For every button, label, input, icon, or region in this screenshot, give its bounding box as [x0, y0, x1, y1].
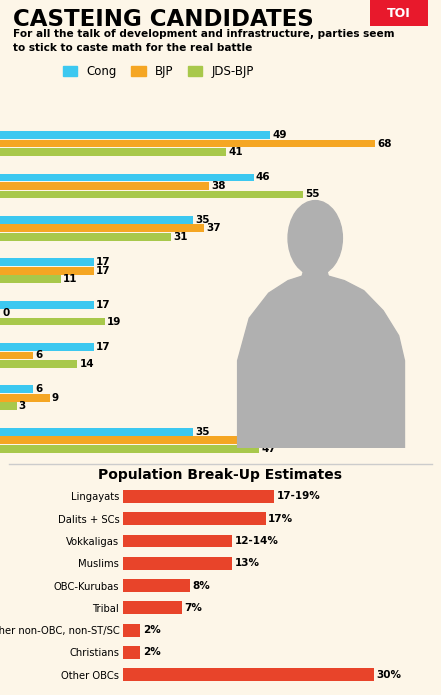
Bar — [123, 490, 274, 503]
Bar — [0, 360, 77, 368]
Text: 17: 17 — [96, 265, 111, 276]
Bar — [0, 386, 33, 393]
Bar — [0, 131, 270, 139]
Bar — [0, 233, 171, 240]
Text: 17%: 17% — [268, 514, 293, 523]
Bar — [0, 301, 94, 309]
Bar — [0, 318, 105, 325]
Ellipse shape — [288, 201, 342, 276]
Text: 12-14%: 12-14% — [235, 536, 278, 546]
Text: 6: 6 — [35, 384, 42, 394]
Bar — [123, 623, 140, 637]
Text: 2%: 2% — [143, 625, 161, 635]
Bar — [0, 148, 226, 156]
Bar — [0, 343, 94, 351]
Text: 7%: 7% — [184, 603, 202, 613]
Text: 31: 31 — [173, 232, 187, 242]
Bar — [0, 224, 204, 232]
Text: 17: 17 — [96, 342, 111, 352]
Text: TOI: TOI — [387, 7, 411, 19]
Text: 17: 17 — [96, 257, 111, 268]
Bar — [0, 428, 193, 436]
Text: 11: 11 — [63, 275, 77, 284]
Bar — [0, 259, 94, 266]
Bar — [0, 445, 259, 452]
Bar — [0, 267, 94, 275]
Bar — [123, 668, 374, 681]
Polygon shape — [238, 276, 404, 448]
Bar — [0, 394, 50, 402]
Text: 38: 38 — [212, 181, 226, 191]
Bar — [0, 182, 209, 190]
Text: 35: 35 — [195, 215, 209, 225]
Text: 17-19%: 17-19% — [277, 491, 320, 501]
Bar — [0, 190, 303, 198]
Text: 6: 6 — [35, 350, 42, 361]
Text: 37: 37 — [206, 223, 221, 234]
Bar — [123, 557, 232, 570]
Text: 3: 3 — [19, 401, 26, 411]
Text: 30%: 30% — [377, 670, 402, 680]
Bar — [123, 601, 182, 614]
Text: 46: 46 — [256, 172, 270, 183]
Text: 9: 9 — [52, 393, 59, 403]
Text: 19: 19 — [107, 316, 121, 327]
Text: 2%: 2% — [143, 648, 161, 657]
Text: CASTEING CANDIDATES: CASTEING CANDIDATES — [13, 8, 314, 31]
Legend: Cong, BJP, JDS-BJP: Cong, BJP, JDS-BJP — [63, 65, 254, 78]
Text: 47: 47 — [261, 443, 276, 454]
Polygon shape — [302, 263, 329, 278]
Text: 68: 68 — [377, 138, 392, 149]
Text: 8%: 8% — [193, 580, 211, 591]
Bar — [0, 402, 17, 410]
Text: For all the talk of development and infrastructure, parties seem
to stick to cas: For all the talk of development and infr… — [13, 29, 395, 53]
Bar — [0, 275, 61, 283]
Bar — [123, 512, 265, 525]
Text: 35: 35 — [195, 427, 209, 436]
Text: 17: 17 — [96, 300, 111, 309]
Text: 49: 49 — [273, 435, 287, 445]
Bar — [0, 436, 270, 444]
Bar — [0, 140, 375, 147]
Bar — [0, 352, 33, 359]
Text: Population Break-Up Estimates: Population Break-Up Estimates — [98, 468, 343, 482]
Bar — [0, 174, 254, 181]
Bar — [123, 534, 232, 548]
Bar — [0, 216, 193, 224]
Text: 41: 41 — [228, 147, 243, 157]
Text: 55: 55 — [305, 190, 320, 199]
Bar — [123, 579, 191, 592]
Text: 14: 14 — [79, 359, 94, 369]
Text: 0: 0 — [2, 308, 9, 318]
Text: 13%: 13% — [235, 558, 260, 569]
Text: 49: 49 — [273, 130, 287, 140]
Bar — [123, 646, 140, 659]
